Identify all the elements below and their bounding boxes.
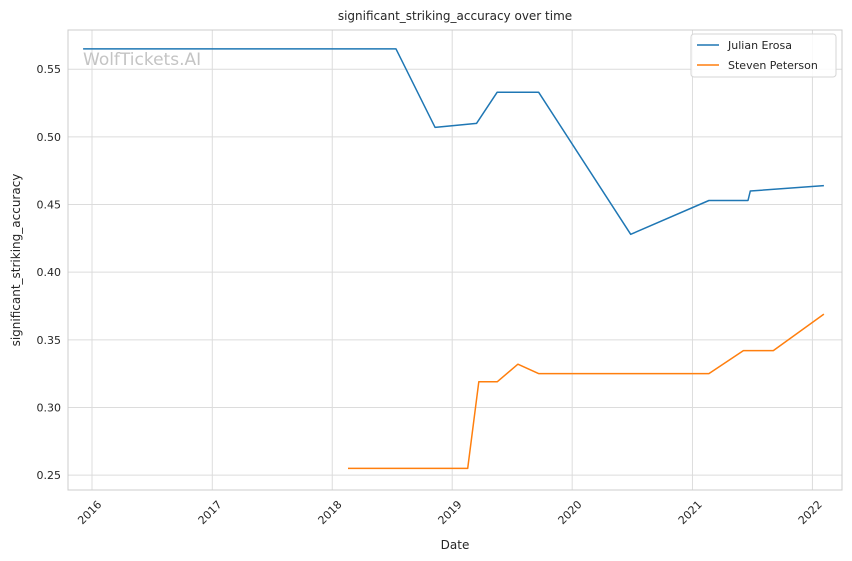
y-tick-label: 0.50 bbox=[37, 131, 62, 144]
x-axis-label: Date bbox=[441, 538, 470, 552]
y-tick-label: 0.25 bbox=[37, 469, 62, 482]
y-tick-label: 0.30 bbox=[37, 401, 62, 414]
legend-label: Julian Erosa bbox=[727, 39, 792, 52]
legend: Julian Erosa Steven Peterson bbox=[690, 33, 837, 78]
chart-title: significant_striking_accuracy over time bbox=[338, 9, 572, 23]
y-axis-label: significant_striking_accuracy bbox=[9, 174, 23, 347]
y-tick-label: 0.40 bbox=[37, 266, 62, 279]
y-tick-label: 0.35 bbox=[37, 334, 62, 347]
watermark: WolfTickets.AI bbox=[83, 50, 201, 70]
legend-label: Steven Peterson bbox=[728, 59, 818, 72]
y-tick-label: 0.55 bbox=[37, 63, 62, 76]
series-line-steven-peterson bbox=[348, 313, 825, 470]
series-layer bbox=[83, 48, 825, 470]
y-tick-label: 0.45 bbox=[37, 199, 62, 212]
series-line-julian-erosa bbox=[83, 48, 824, 236]
plot-area bbox=[67, 29, 843, 491]
legend-box bbox=[690, 33, 837, 78]
